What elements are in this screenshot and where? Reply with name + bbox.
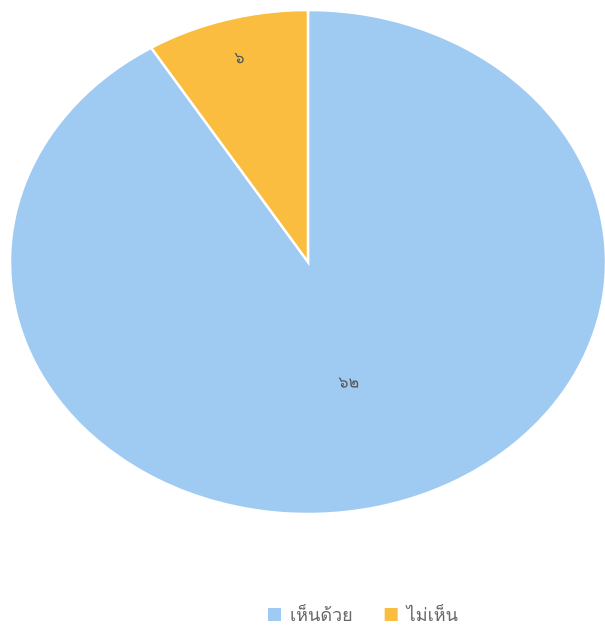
legend-swatch [384, 608, 398, 621]
data-label: ๖๒ [338, 373, 359, 392]
legend-label: ไม่เห็น [405, 603, 458, 626]
data-label: ๖ [234, 48, 244, 67]
legend-swatch [268, 608, 281, 621]
legend-label: เห็นด้วย [290, 603, 353, 626]
pie-slice [149, 8, 310, 266]
